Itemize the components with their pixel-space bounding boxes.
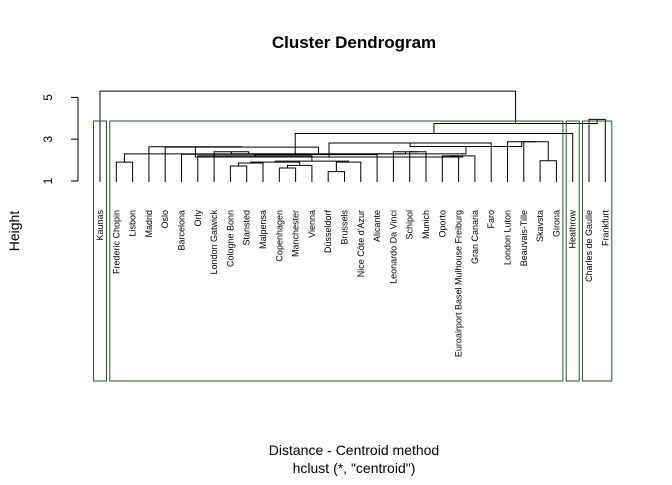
leaf-label: Heathrow <box>568 210 578 249</box>
leaf-label: Düsseldorf <box>323 210 333 254</box>
dendrogram-branch <box>194 146 464 158</box>
leaf-label: Skavsta <box>535 210 545 242</box>
x-axis-label: Distance - Centroid method <box>269 442 439 458</box>
leaf-labels: Kaunas Frederic Chopin Lisbon Madrid Oslo Bar… <box>95 210 610 358</box>
leaf-label: Frankfurt <box>600 210 610 247</box>
dendrogram-branch <box>328 142 492 182</box>
cluster-rectangle <box>93 120 107 382</box>
chart-title: Cluster Dendrogram <box>272 33 436 52</box>
dendrogram-branch <box>507 141 537 182</box>
dendrogram-branch <box>588 118 606 182</box>
dendrogram-branch <box>327 171 345 182</box>
leaf-label: Alicante <box>372 210 382 242</box>
sub-title: hclust (*, "centroid") <box>293 460 416 476</box>
dendrogram-branch <box>197 155 313 182</box>
leaf-label: Beauvais-Tille <box>519 210 529 266</box>
leaf-label: Nice Côte d'Azur <box>356 210 366 277</box>
dendrogram-branch <box>523 141 549 182</box>
leaf-label: Madrid <box>144 210 154 238</box>
leaf-label: Kaunas <box>95 210 105 241</box>
y-tick-label: 1 <box>41 177 55 184</box>
leaf-label: London Gatwick <box>209 210 219 275</box>
leaf-label: Schipol <box>405 210 415 240</box>
leaf-label: Vienna <box>307 210 317 238</box>
y-tick-label: 3 <box>41 136 55 143</box>
leaf-label: Lisbon <box>128 210 138 237</box>
dendrogram-branch <box>294 133 574 182</box>
leaf-label: Faro <box>486 210 496 229</box>
dendrogram-branch <box>250 161 301 166</box>
leaf-label: Stansted <box>242 210 252 246</box>
leaf-label: Oporto <box>437 210 447 238</box>
dendrogram-branch <box>213 151 250 182</box>
cluster-rectangle <box>582 120 613 382</box>
leaf-label: Charles de Gaulle <box>584 210 594 282</box>
leaf-label: Orly <box>193 210 203 227</box>
dendrogram-branch <box>229 165 248 182</box>
leaf-label: Euroairport Basel Mulhouse Freiburg <box>454 210 464 357</box>
y-tick-label: 5 <box>41 94 55 101</box>
leaf-label: Cologne Bonn <box>225 210 235 267</box>
leaf-label: Leonardo Da Vinci <box>388 210 398 284</box>
dendrogram-branch <box>148 146 243 182</box>
leaf-label: Munich <box>421 210 431 239</box>
leaf-label: Manchester <box>291 210 301 257</box>
y-axis: 1 3 5 <box>41 94 79 184</box>
cluster-rectangle <box>565 120 580 382</box>
leaf-label: Girona <box>551 210 561 237</box>
leaf-label: London Luton <box>503 210 513 265</box>
dendrogram-branch <box>254 154 378 182</box>
dendrogram-branch <box>278 167 297 182</box>
dendrogram-branch <box>392 151 418 182</box>
leaf-label: Copenhagen <box>274 210 284 262</box>
dendrogram-branch <box>450 155 476 182</box>
leaf-label: Brussels <box>340 210 350 245</box>
dendrogram-branch <box>99 90 517 182</box>
leaf-label: Oslo <box>160 210 170 229</box>
dendrogram-branch <box>115 161 134 182</box>
dendrogram-branch <box>409 141 523 147</box>
y-axis-label: Height <box>6 211 22 252</box>
cluster-rectangle <box>109 120 564 382</box>
leaf-label: Malpensa <box>258 210 268 249</box>
dendrogram-branch <box>409 151 427 182</box>
leaf-label: Barcelona <box>177 210 187 251</box>
leaf-label: Gran Canaria <box>470 210 480 264</box>
dendrogram-branch <box>539 160 557 182</box>
cluster-rectangles <box>93 120 613 382</box>
dendrogram-branch <box>335 161 362 182</box>
dendrogram-branches <box>99 90 606 182</box>
leaf-label: Frederic Chopin <box>111 210 121 274</box>
dendrogram-branch <box>441 155 460 182</box>
